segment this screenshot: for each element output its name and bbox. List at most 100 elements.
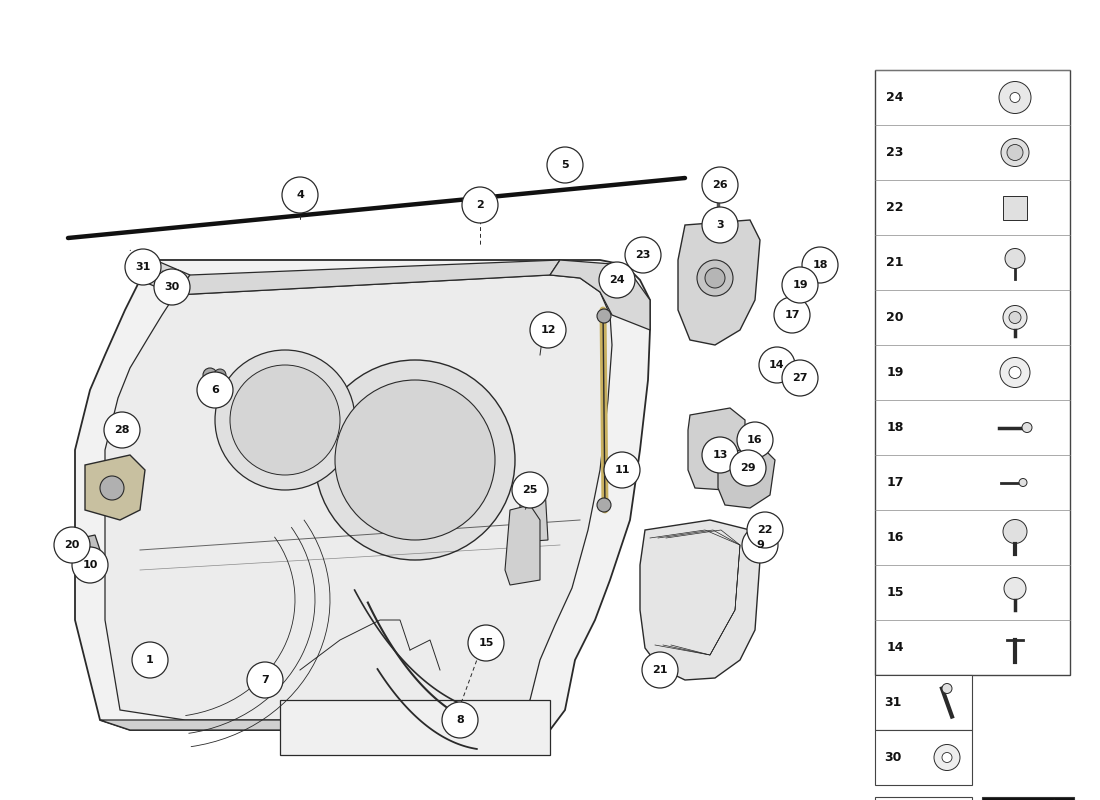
Circle shape [104,412,140,448]
Text: 4: 4 [296,190,304,200]
Bar [1003,195,1027,219]
Bar [280,700,550,755]
Circle shape [737,422,773,458]
Circle shape [697,260,733,296]
Circle shape [1010,93,1020,102]
Text: eurocars: eurocars [132,426,488,494]
Text: 12: 12 [540,325,556,335]
Bar [874,730,972,785]
Circle shape [942,753,952,762]
Text: 11: 11 [614,465,629,475]
Circle shape [1003,306,1027,330]
Text: 14: 14 [887,641,904,654]
Polygon shape [688,408,745,490]
Text: 3: 3 [716,220,724,230]
Circle shape [774,297,810,333]
Text: 15: 15 [887,586,904,599]
Circle shape [74,540,90,556]
Circle shape [597,309,611,323]
Circle shape [468,625,504,661]
Circle shape [702,207,738,243]
Text: 23: 23 [887,146,904,159]
Polygon shape [640,520,760,680]
Circle shape [1005,249,1025,269]
Circle shape [125,249,161,285]
Circle shape [782,360,818,396]
Circle shape [72,547,108,583]
Circle shape [713,188,723,198]
Bar [874,675,972,730]
Circle shape [702,167,738,203]
Polygon shape [85,455,145,520]
Polygon shape [104,275,612,720]
Text: a passion for parts since 1985: a passion for parts since 1985 [233,550,527,570]
Text: 31: 31 [135,262,151,272]
Circle shape [1009,366,1021,378]
Circle shape [604,452,640,488]
Circle shape [282,177,318,213]
Circle shape [214,369,225,381]
Circle shape [1003,519,1027,543]
Circle shape [512,472,548,508]
Circle shape [742,527,778,563]
Text: 21: 21 [652,665,668,675]
Circle shape [530,312,566,348]
Text: 17: 17 [784,310,800,320]
Text: 27: 27 [792,373,807,383]
Circle shape [547,147,583,183]
Circle shape [100,476,124,500]
Circle shape [154,269,190,305]
Text: 30: 30 [164,282,179,292]
Circle shape [1000,358,1030,387]
Bar [874,70,1070,675]
Text: 23: 23 [636,250,651,260]
Text: 5: 5 [561,160,569,170]
Circle shape [625,237,661,273]
Polygon shape [718,445,776,508]
Circle shape [1009,311,1021,323]
Polygon shape [678,220,760,345]
Text: 19: 19 [792,280,807,290]
Text: 24: 24 [609,275,625,285]
Polygon shape [72,535,100,565]
Circle shape [204,368,217,382]
Polygon shape [140,260,190,295]
Text: 8: 8 [456,715,464,725]
Bar [982,797,1074,800]
Circle shape [538,323,548,333]
Text: 13: 13 [713,450,728,460]
Circle shape [132,642,168,678]
Text: 28: 28 [114,425,130,435]
Circle shape [759,347,795,383]
Circle shape [934,745,960,770]
Circle shape [54,527,90,563]
Text: 31: 31 [884,696,902,709]
Circle shape [642,652,678,688]
Circle shape [1004,578,1026,599]
Text: 15: 15 [478,638,494,648]
Text: 19: 19 [887,366,904,379]
Circle shape [1006,145,1023,161]
Polygon shape [520,488,548,542]
Circle shape [730,450,766,486]
Circle shape [230,365,340,475]
Circle shape [600,262,635,298]
Text: 25: 25 [522,485,538,495]
Circle shape [702,437,738,473]
Circle shape [747,512,783,548]
Text: 9: 9 [756,540,763,550]
Text: 16: 16 [887,531,904,544]
Text: 16: 16 [747,435,762,445]
Circle shape [214,350,355,490]
Text: 22: 22 [757,525,772,535]
Circle shape [315,360,515,560]
Bar [874,797,972,800]
Circle shape [942,683,952,694]
Polygon shape [175,260,560,295]
Text: 24: 24 [887,91,904,104]
Polygon shape [100,700,530,730]
Polygon shape [505,505,540,585]
Text: 17: 17 [887,476,904,489]
Text: 10: 10 [82,560,98,570]
Text: 26: 26 [712,180,728,190]
